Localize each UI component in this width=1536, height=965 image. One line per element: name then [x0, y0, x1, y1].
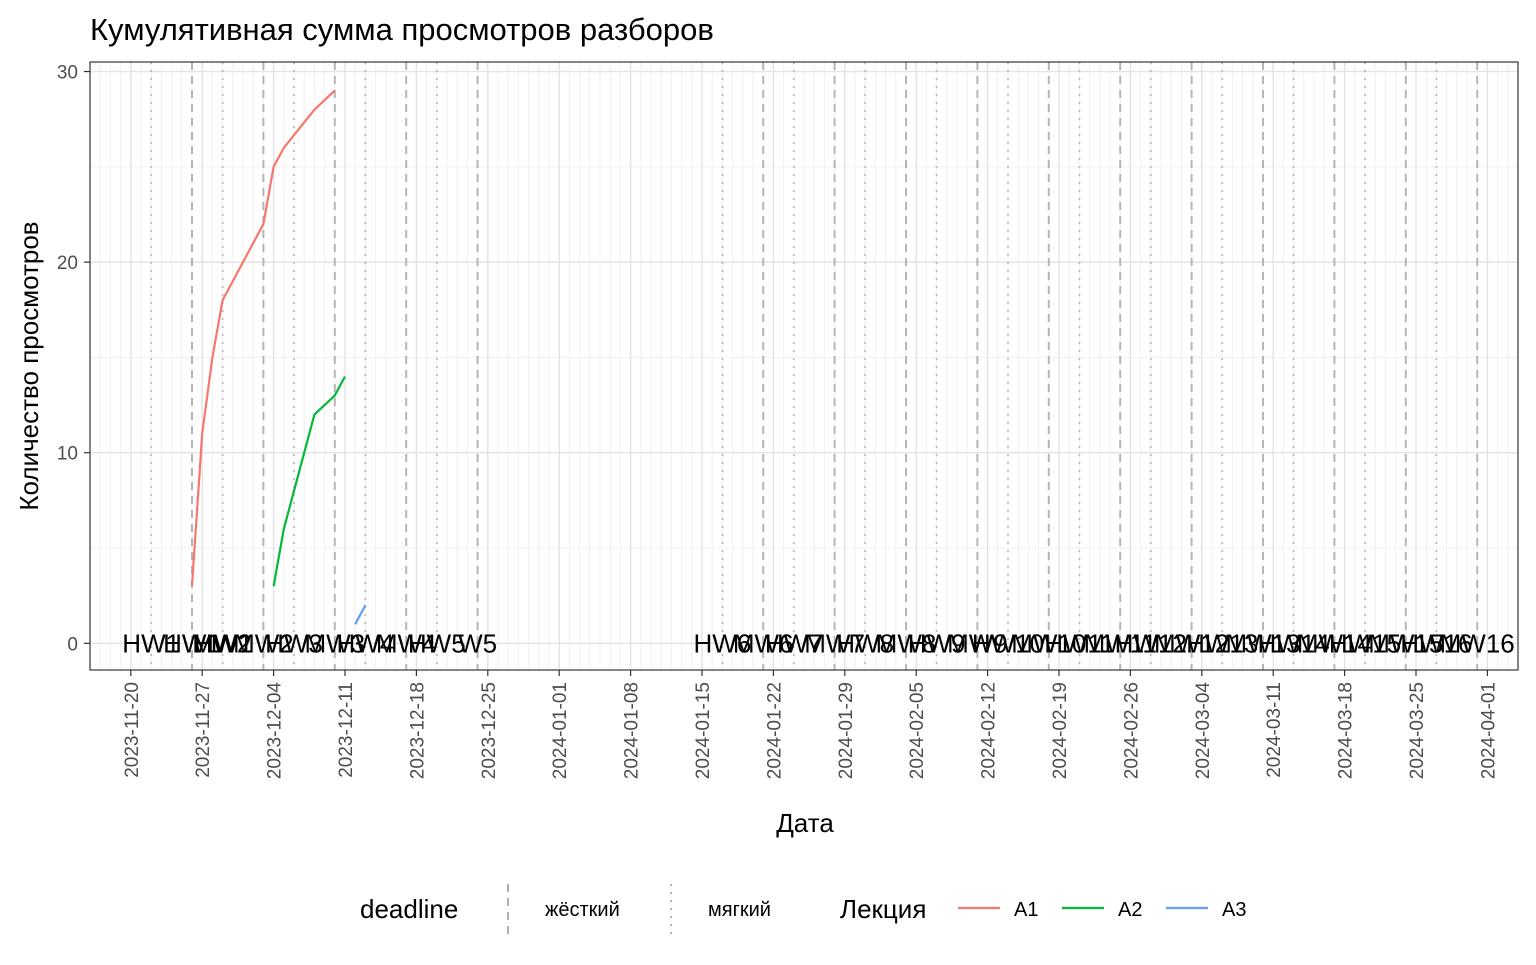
x-tick-label: 2024-02-12: [979, 682, 1000, 779]
deadline-label: HW1: [122, 628, 180, 658]
x-tick-label: 2024-03-11: [1264, 682, 1285, 778]
x-tick-label: 2023-12-11: [336, 682, 357, 778]
x-tick-label: 2023-12-18: [407, 682, 428, 779]
panel-border: [89, 61, 1519, 671]
y-tick-label: 20: [57, 253, 78, 274]
series-line-a2: [272, 375, 346, 587]
deadline-label: MW4: [376, 628, 437, 658]
y-tick-label: 10: [57, 444, 78, 465]
x-tick-label: 2024-01-01: [550, 682, 571, 779]
x-tick-label: 2023-11-20: [122, 682, 143, 778]
grid-layer: [89, 62, 1519, 670]
deadline-label: MW12: [1154, 628, 1229, 658]
deadline-label: MW15: [1368, 628, 1443, 658]
deadline-label: MW1: [192, 628, 253, 658]
deadline-label: HW14: [1257, 628, 1329, 658]
deadline-label: HW10: [972, 628, 1044, 658]
deadline-label: MW3: [304, 628, 365, 658]
y-axis-title: Количество просмотров: [14, 221, 44, 510]
x-tick-label: 2024-03-18: [1336, 682, 1357, 779]
legend-label-hard: жёсткий: [545, 899, 620, 921]
deadline-label: HW13: [1186, 628, 1258, 658]
deadline-label: HW9: [908, 628, 966, 658]
x-tick-label: 2024-02-05: [907, 682, 928, 779]
x-tick-label: 2023-12-25: [479, 682, 500, 779]
series-line-a3: [354, 604, 367, 625]
deadline-label: MW16: [1440, 628, 1515, 658]
deadline-label: MW2: [233, 628, 294, 658]
series-layer: [190, 89, 367, 625]
deadline-layer: [150, 62, 1479, 670]
x-tick-label: 2023-12-04: [265, 682, 286, 780]
legend-label-a1: A1: [1014, 899, 1038, 921]
y-tick-label: 0: [67, 634, 78, 655]
legend-label-a2: A2: [1118, 899, 1142, 921]
chart-title: Кумулятивная сумма просмотров разборов: [90, 12, 714, 47]
series-line-a1: [190, 89, 336, 587]
deadline-label: HW7: [765, 628, 823, 658]
x-tick-label: 2024-02-26: [1121, 682, 1142, 779]
deadline-label: MW7: [804, 628, 865, 658]
legend-label-a3: A3: [1222, 899, 1246, 921]
x-tick-label: 2024-04-01: [1478, 682, 1499, 779]
deadline-label: W5: [458, 628, 497, 658]
x-tick-label: 2024-01-22: [764, 682, 785, 779]
deadline-label: HW2: [194, 628, 252, 658]
x-tick-label: 2024-01-08: [622, 682, 643, 779]
x-axis-title: Дата: [776, 808, 834, 838]
legend-deadline-title: deadline: [360, 894, 458, 924]
deadline-label: HW11: [1044, 628, 1114, 658]
x-tick-label: 2024-03-25: [1407, 682, 1428, 779]
deadline-label: MW11: [1084, 628, 1157, 658]
y-tick-label: 30: [57, 63, 78, 84]
legend-lecture-title: Лекция: [840, 894, 926, 924]
deadline-label: HW5: [408, 628, 466, 658]
deadline-label: HW8: [836, 628, 894, 658]
deadline-label: HW12: [1115, 628, 1187, 658]
deadline-label: MW10: [1011, 628, 1086, 658]
axis-layer: 0 10 20 30 2023-11-20 2023-11-27 2023-12-04 202…: [57, 63, 1500, 780]
deadline-label: MW9: [947, 628, 1008, 658]
deadline-label: MW13: [1225, 628, 1300, 658]
deadline-label: HW1: [163, 628, 221, 658]
legend: deadline жёсткий мягкий Лекция A1 A2 A3: [360, 884, 1246, 934]
x-tick-label: 2024-02-19: [1050, 682, 1071, 779]
deadline-label: HW4: [337, 628, 395, 658]
x-tick-label: 2024-01-15: [693, 682, 714, 779]
x-tick-label: 2024-01-29: [836, 682, 857, 779]
legend-label-soft: мягкий: [708, 899, 771, 921]
deadline-label: MW6: [733, 628, 794, 658]
deadline-label: MW8: [876, 628, 937, 658]
x-tick-label: 2024-03-04: [1193, 682, 1214, 780]
deadline-label: HW16: [1400, 628, 1472, 658]
deadline-label: MW14: [1297, 628, 1372, 658]
deadline-label: HW6: [694, 628, 752, 658]
x-tick-label: 2023-11-27: [193, 682, 214, 778]
deadline-label: HW15: [1329, 628, 1401, 658]
deadline-label: HW3: [265, 628, 323, 658]
